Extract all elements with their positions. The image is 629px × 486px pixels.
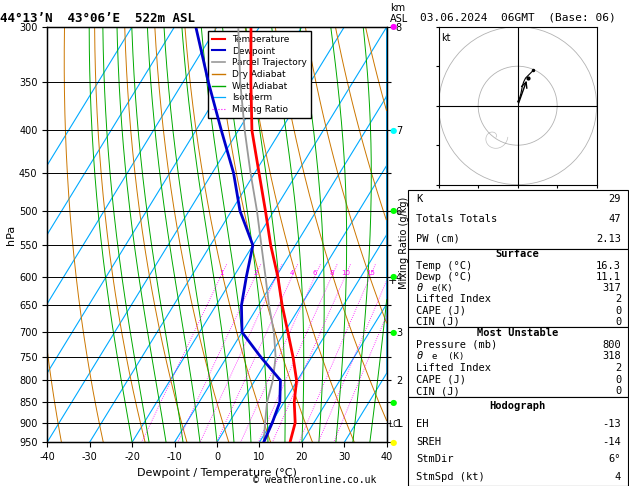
Text: 47: 47 — [609, 214, 621, 224]
Text: CAPE (J): CAPE (J) — [416, 306, 466, 315]
Text: PW (cm): PW (cm) — [416, 234, 460, 244]
Text: ●: ● — [390, 328, 398, 337]
Text: Pressure (mb): Pressure (mb) — [416, 340, 498, 350]
Text: K: K — [416, 194, 423, 205]
Text: ●: ● — [390, 22, 398, 31]
Text: ●: ● — [390, 207, 398, 215]
Text: e  (K): e (K) — [431, 352, 464, 361]
Text: kt: kt — [441, 33, 450, 43]
Text: θ: θ — [416, 283, 423, 293]
Text: 03.06.2024  06GMT  (Base: 06): 03.06.2024 06GMT (Base: 06) — [420, 12, 616, 22]
Text: 11.1: 11.1 — [596, 272, 621, 282]
Text: 6: 6 — [313, 270, 318, 276]
Text: 2: 2 — [253, 270, 258, 276]
Bar — [408, 328, 628, 397]
Text: 15: 15 — [366, 270, 375, 276]
Text: 44°13’N  43°06’E  522m ASL: 44°13’N 43°06’E 522m ASL — [0, 12, 195, 25]
Text: © weatheronline.co.uk: © weatheronline.co.uk — [253, 475, 376, 485]
Text: e(K): e(K) — [431, 284, 454, 293]
Text: 0: 0 — [615, 317, 621, 327]
Text: ●: ● — [390, 438, 398, 447]
Text: CIN (J): CIN (J) — [416, 317, 460, 327]
Text: 29: 29 — [609, 194, 621, 205]
Text: 318: 318 — [603, 351, 621, 362]
X-axis label: Dewpoint / Temperature (°C): Dewpoint / Temperature (°C) — [137, 468, 297, 478]
Text: CAPE (J): CAPE (J) — [416, 375, 466, 384]
Text: 317: 317 — [603, 283, 621, 293]
Text: Mixing Ratio (g/kg): Mixing Ratio (g/kg) — [399, 197, 409, 289]
Text: ●: ● — [390, 398, 398, 407]
Legend: Temperature, Dewpoint, Parcel Trajectory, Dry Adiabat, Wet Adiabat, Isotherm, Mi: Temperature, Dewpoint, Parcel Trajectory… — [208, 31, 311, 118]
Text: Totals Totals: Totals Totals — [416, 214, 498, 224]
Text: 4: 4 — [290, 270, 294, 276]
Text: Dewp (°C): Dewp (°C) — [416, 272, 472, 282]
Text: km
ASL: km ASL — [390, 3, 408, 24]
Text: StmSpd (kt): StmSpd (kt) — [416, 472, 485, 482]
Text: Lifted Index: Lifted Index — [416, 295, 491, 304]
Text: LCL: LCL — [388, 420, 403, 429]
Text: Hodograph: Hodograph — [489, 401, 546, 411]
Text: 4: 4 — [615, 472, 621, 482]
Text: 800: 800 — [603, 340, 621, 350]
Bar — [408, 249, 628, 328]
Text: EH: EH — [416, 419, 429, 429]
Text: 2.13: 2.13 — [596, 234, 621, 244]
Text: +: + — [388, 276, 398, 286]
Text: StmDir: StmDir — [416, 454, 454, 464]
Text: -13: -13 — [603, 419, 621, 429]
Text: 16.3: 16.3 — [596, 260, 621, 271]
Text: Surface: Surface — [496, 249, 540, 260]
Text: Temp (°C): Temp (°C) — [416, 260, 472, 271]
Text: 0: 0 — [615, 375, 621, 384]
Text: Most Unstable: Most Unstable — [477, 328, 559, 338]
Text: 6°: 6° — [609, 454, 621, 464]
Y-axis label: hPa: hPa — [6, 225, 16, 244]
Bar — [408, 397, 628, 486]
Text: 3: 3 — [274, 270, 279, 276]
Text: 10: 10 — [341, 270, 350, 276]
Text: 8: 8 — [330, 270, 334, 276]
Text: 2: 2 — [615, 295, 621, 304]
Text: 0: 0 — [615, 306, 621, 315]
Text: SREH: SREH — [416, 436, 442, 447]
Text: Lifted Index: Lifted Index — [416, 363, 491, 373]
Text: -14: -14 — [603, 436, 621, 447]
Text: CIN (J): CIN (J) — [416, 386, 460, 396]
Text: ●: ● — [390, 272, 398, 281]
Text: 2: 2 — [615, 363, 621, 373]
Text: θ: θ — [416, 351, 423, 362]
Text: 1: 1 — [219, 270, 223, 276]
Text: 0: 0 — [615, 386, 621, 396]
Bar — [408, 190, 628, 249]
Text: ●: ● — [390, 126, 398, 135]
